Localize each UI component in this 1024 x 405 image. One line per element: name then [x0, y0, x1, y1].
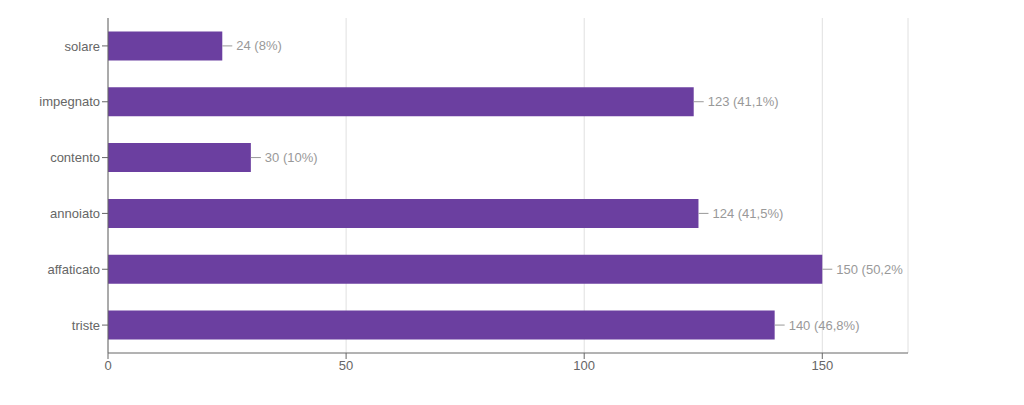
- svg-text:solare: solare: [65, 39, 100, 54]
- svg-text:contento: contento: [50, 150, 100, 165]
- svg-text:150: 150: [811, 358, 833, 373]
- svg-text:100: 100: [573, 358, 595, 373]
- svg-text:impegnato: impegnato: [39, 94, 100, 109]
- svg-text:50: 50: [339, 358, 353, 373]
- svg-text:140 (46,8%): 140 (46,8%): [789, 318, 860, 333]
- svg-text:123 (41,1%): 123 (41,1%): [708, 94, 779, 109]
- svg-text:150 (50,2%: 150 (50,2%: [836, 262, 903, 277]
- svg-text:annoiato: annoiato: [50, 206, 100, 221]
- svg-text:30 (10%): 30 (10%): [265, 150, 318, 165]
- svg-text:24 (8%): 24 (8%): [236, 38, 282, 53]
- svg-text:triste: triste: [72, 318, 100, 333]
- svg-text:affaticato: affaticato: [47, 262, 100, 277]
- svg-text:124 (41,5%): 124 (41,5%): [712, 206, 783, 221]
- svg-text:0: 0: [104, 358, 111, 373]
